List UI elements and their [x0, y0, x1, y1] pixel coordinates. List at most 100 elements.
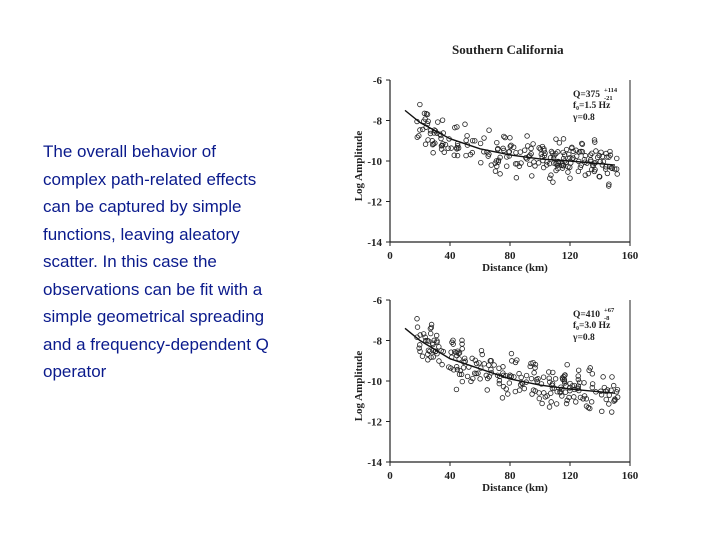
- data-point: [477, 376, 483, 382]
- data-point: [517, 149, 524, 155]
- data-point: [458, 371, 465, 378]
- data-point: [603, 388, 609, 395]
- data-point: [565, 169, 571, 175]
- data-point: [550, 155, 557, 162]
- data-point: [510, 144, 517, 150]
- data-point: [430, 150, 436, 156]
- data-point: [436, 344, 442, 350]
- data-point: [459, 378, 465, 385]
- data-point: [427, 130, 434, 137]
- data-point: [562, 380, 568, 386]
- data-point: [567, 154, 573, 161]
- data-point: [561, 373, 567, 380]
- data-point: [575, 376, 582, 383]
- data-point: [575, 373, 581, 379]
- x-tick-label: 0: [387, 250, 393, 262]
- q-annotation-sup: +114: [604, 87, 618, 94]
- data-point: [453, 386, 460, 393]
- data-point: [469, 149, 476, 156]
- data-point: [563, 400, 570, 407]
- data-point: [422, 141, 429, 147]
- data-point: [497, 171, 503, 177]
- data-point: [535, 160, 542, 166]
- data-point: [539, 400, 545, 407]
- data-point: [549, 150, 556, 156]
- data-point: [555, 149, 561, 155]
- data-point: [521, 385, 528, 392]
- data-point: [589, 371, 596, 377]
- data-point: [454, 152, 461, 159]
- y-tick-label: -8: [373, 336, 383, 348]
- data-point: [578, 148, 584, 155]
- fit-line: [404, 327, 616, 394]
- data-point: [486, 373, 492, 380]
- data-point: [492, 168, 499, 174]
- data-point: [559, 375, 566, 381]
- data-point: [476, 360, 482, 366]
- data-point: [423, 337, 429, 344]
- data-point: [425, 338, 432, 344]
- data-point: [580, 396, 586, 402]
- data-point: [499, 395, 506, 401]
- y-tick-label: -12: [367, 417, 382, 429]
- data-point: [449, 339, 455, 345]
- data-point: [460, 365, 467, 371]
- data-point: [501, 133, 507, 140]
- f0-annotation: f₀=1.5 Hz: [573, 101, 611, 111]
- data-point: [475, 370, 481, 376]
- data-point: [422, 116, 428, 122]
- data-point: [472, 138, 478, 144]
- data-point: [479, 351, 485, 358]
- data-point: [579, 141, 586, 147]
- y-tick-label: -14: [367, 457, 382, 469]
- data-point: [575, 168, 582, 175]
- data-point: [567, 175, 573, 181]
- data-point: [587, 152, 594, 158]
- data-point: [526, 161, 533, 167]
- data-point: [563, 383, 569, 389]
- data-point: [569, 383, 575, 389]
- data-point: [485, 153, 491, 159]
- y-tick-label: -6: [373, 295, 383, 307]
- data-point: [606, 181, 612, 187]
- data-point: [453, 364, 460, 370]
- data-point: [555, 165, 561, 172]
- data-point: [581, 393, 588, 399]
- data-point: [496, 377, 503, 384]
- data-point: [508, 350, 515, 357]
- data-point: [524, 133, 530, 139]
- data-point: [567, 164, 573, 170]
- x-axis-label: Distance (km): [482, 482, 548, 494]
- data-point: [546, 375, 552, 381]
- data-point: [461, 355, 468, 361]
- data-point: [605, 183, 612, 189]
- data-point: [481, 135, 487, 141]
- y-axis-label: Log Amplitude: [353, 131, 365, 202]
- data-point: [604, 154, 610, 160]
- data-point: [594, 154, 601, 161]
- data-point: [506, 380, 513, 386]
- data-point: [550, 369, 556, 376]
- data-point: [548, 399, 554, 405]
- data-point: [512, 161, 519, 167]
- data-point: [417, 348, 423, 355]
- data-point: [491, 362, 497, 368]
- data-point: [549, 380, 556, 387]
- data-point: [454, 145, 460, 151]
- data-point: [532, 365, 538, 371]
- y-tick-label: -6: [373, 75, 383, 87]
- data-point: [505, 391, 511, 397]
- data-point: [495, 159, 502, 165]
- data-point: [563, 146, 570, 153]
- data-point: [464, 373, 471, 380]
- x-tick-label: 160: [622, 250, 639, 262]
- data-point: [582, 153, 589, 159]
- x-tick-label: 80: [505, 250, 517, 262]
- x-tick-label: 80: [505, 470, 517, 482]
- data-point: [518, 160, 524, 166]
- data-point: [587, 365, 593, 371]
- data-point: [575, 383, 582, 389]
- x-tick-label: 160: [622, 470, 639, 482]
- data-point: [576, 379, 583, 386]
- q-annotation-sup: +67: [604, 307, 615, 314]
